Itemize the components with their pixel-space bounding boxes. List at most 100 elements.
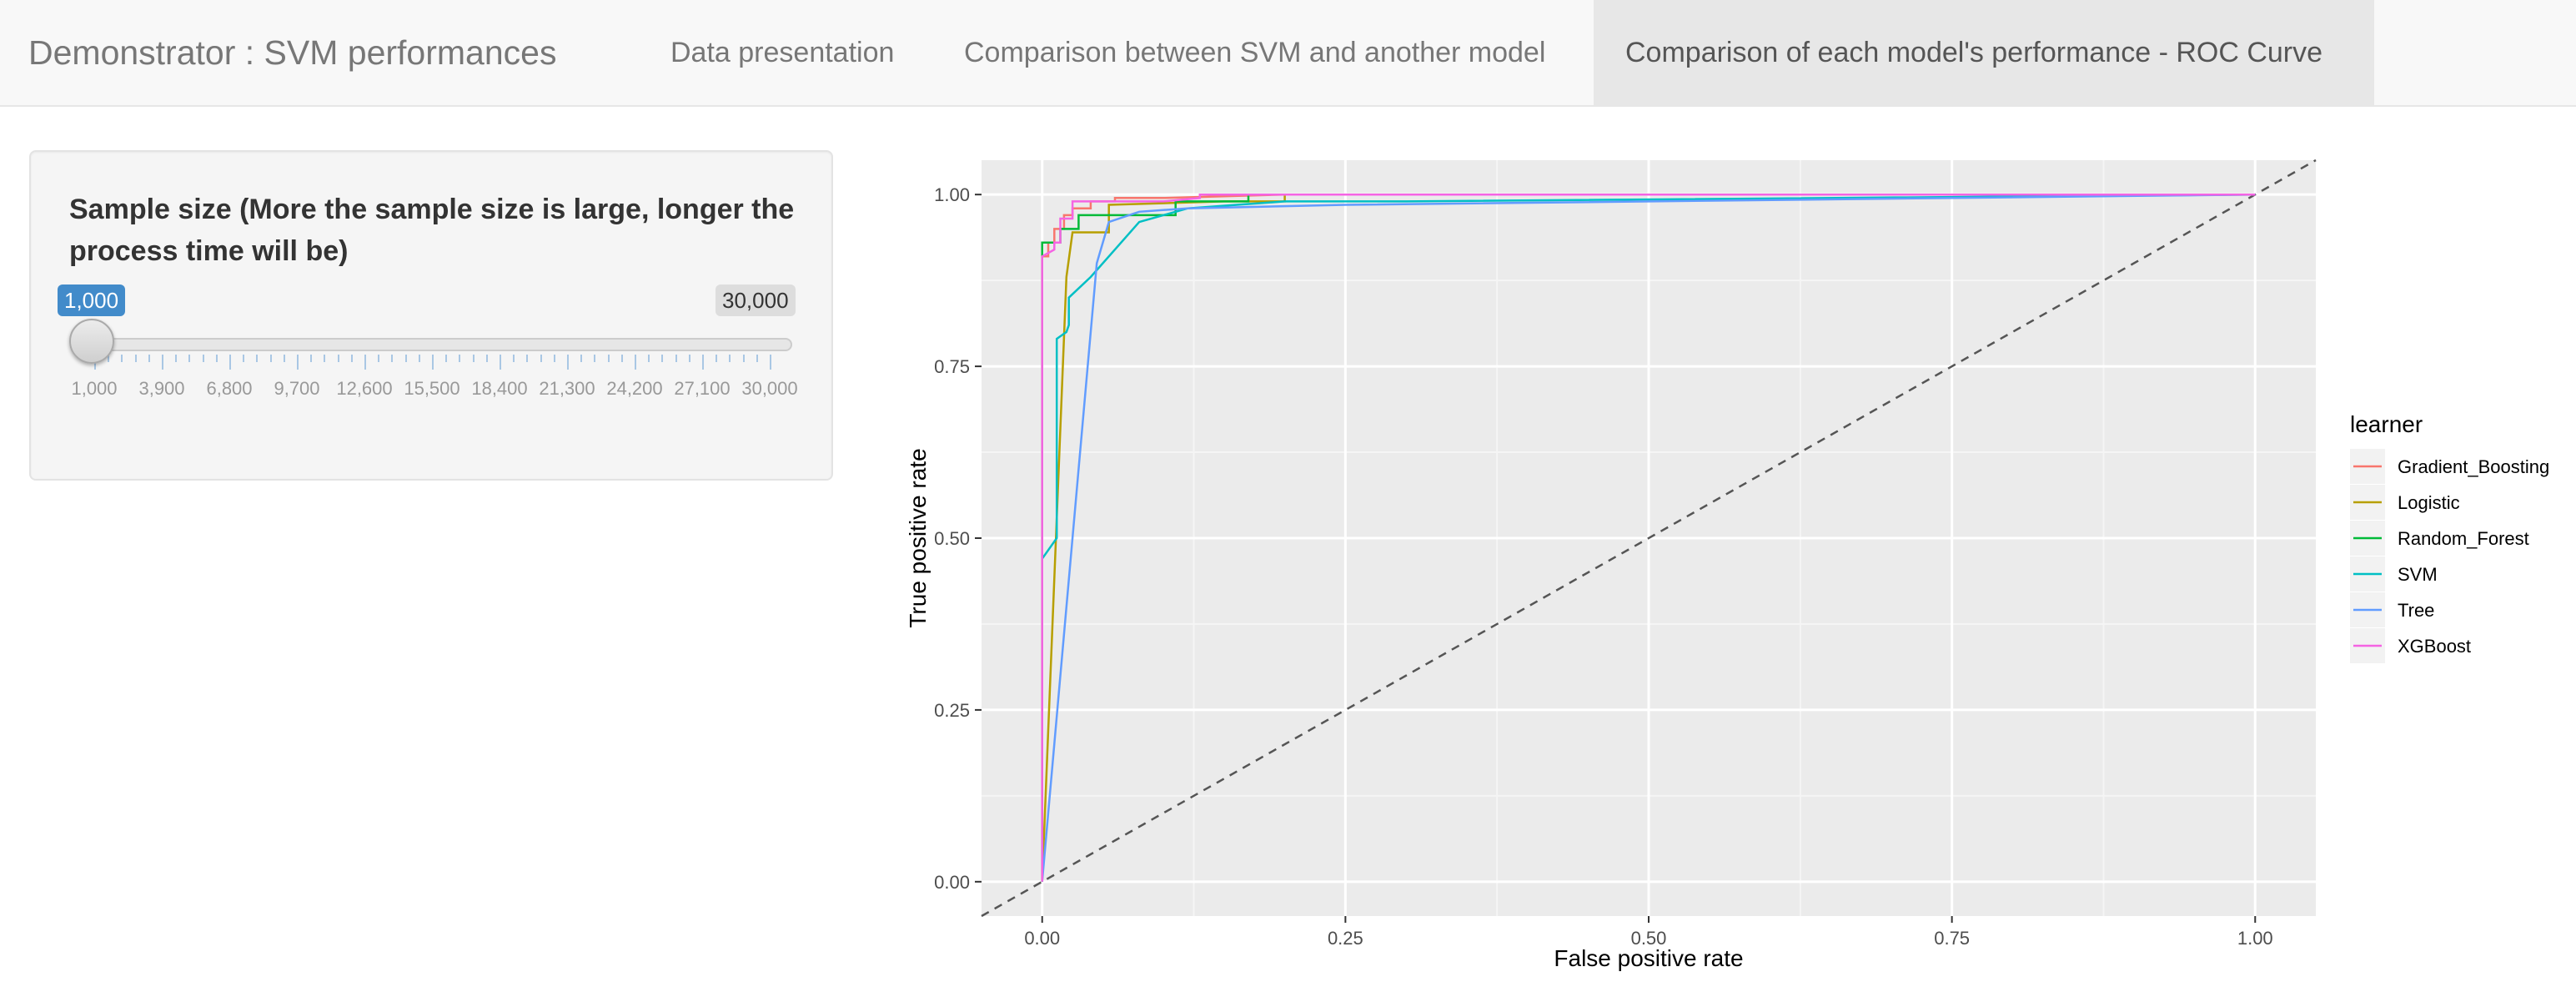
x-tick-label: 0.75 — [1934, 928, 1970, 949]
slider-minor-tick — [283, 355, 285, 362]
slider-tick-label: 27,100 — [674, 378, 731, 399]
slider-minor-tick — [756, 355, 758, 362]
slider-minor-tick — [243, 355, 245, 362]
slider-minor-tick — [472, 355, 475, 362]
slider-minor-tick — [404, 355, 407, 362]
slider-tick-label: 6,800 — [206, 378, 253, 399]
y-tick-label: 0.25 — [934, 700, 970, 721]
slider-minor-tick — [310, 355, 313, 362]
slider-value-badge: 1,000 — [58, 285, 126, 316]
slider-tick-label: 9,700 — [274, 378, 320, 399]
slider-minor-tick — [661, 355, 664, 362]
slider-minor-tick — [513, 355, 515, 362]
slider-minor-tick — [742, 355, 745, 362]
x-axis-title: False positive rate — [1554, 945, 1743, 971]
x-tick-label: 0.00 — [1024, 928, 1060, 949]
slider-major-tick — [297, 355, 299, 370]
slider-major-tick — [702, 355, 704, 370]
y-tick-label: 1.00 — [934, 184, 970, 205]
roc-line-logistic — [1041, 193, 2256, 882]
plot-panel — [982, 160, 2316, 916]
legend-key — [2350, 592, 2385, 627]
legend-title: learner — [2350, 411, 2423, 437]
roc-line-xgboost — [1041, 193, 2256, 882]
slider-minor-tick — [391, 355, 394, 362]
slider-major-tick — [567, 355, 569, 370]
slider-minor-tick — [648, 355, 650, 362]
slider-major-tick — [432, 355, 434, 370]
roc-line-random-forest — [1041, 193, 2256, 882]
legend-label: Gradient_Boosting — [2398, 456, 2549, 477]
slider-handle[interactable] — [69, 319, 114, 364]
navbar: Demonstrator : SVM performances Data pre… — [0, 0, 2576, 107]
x-tick-label: 0.25 — [1328, 928, 1363, 949]
roc-line-gradient-boosting — [1041, 193, 2256, 882]
slider-minor-tick — [175, 355, 178, 362]
slider-minor-tick — [459, 355, 461, 362]
slider-minor-tick — [485, 355, 488, 362]
y-tick-label: 0.50 — [934, 528, 970, 549]
slider-tick-label: 1,000 — [71, 378, 118, 399]
x-tick-label: 1.00 — [2237, 928, 2273, 949]
slider-minor-tick — [620, 355, 623, 362]
slider-tick-label: 24,200 — [606, 378, 663, 399]
slider-minor-tick — [202, 355, 204, 362]
slider-major-tick — [162, 355, 163, 370]
slider-track[interactable] — [83, 338, 792, 351]
slider-tick-label: 21,300 — [539, 378, 595, 399]
tab-data-presentation[interactable]: Data presentation — [670, 37, 895, 68]
app-title: Demonstrator : SVM performances — [28, 33, 557, 72]
slider-major-tick — [500, 355, 501, 370]
legend-key — [2350, 556, 2385, 592]
slider-minor-tick — [526, 355, 529, 362]
slider-minor-tick — [188, 355, 191, 362]
y-tick-label: 0.75 — [934, 356, 970, 377]
slider-minor-tick — [688, 355, 690, 362]
slider-tick-label: 3,900 — [138, 378, 185, 399]
slider-major-tick — [364, 355, 366, 370]
legend-label: Tree — [2398, 600, 2434, 621]
slider-minor-tick — [324, 355, 326, 362]
slider-major-tick — [229, 355, 231, 370]
legend-key — [2350, 628, 2385, 663]
slider-label: Sample size (More the sample size is lar… — [69, 194, 795, 267]
slider-minor-tick — [134, 355, 137, 362]
slider-minor-tick — [337, 355, 339, 362]
legend-label: Random_Forest — [2398, 528, 2529, 549]
legend-label: Logistic — [2398, 492, 2460, 513]
slider-minor-tick — [729, 355, 731, 362]
slider-minor-tick — [580, 355, 583, 362]
slider-major-tick — [770, 355, 771, 370]
y-axis-title: True positive rate — [905, 448, 931, 627]
x-tick-label: 0.50 — [1631, 928, 1667, 949]
legend-key — [2350, 485, 2385, 520]
slider-minor-tick — [108, 355, 110, 362]
slider-minor-tick — [607, 355, 610, 362]
slider-tick-label: 15,500 — [404, 378, 460, 399]
slider-minor-tick — [553, 355, 555, 362]
slider-tick-label: 30,000 — [741, 378, 798, 399]
slider-minor-tick — [594, 355, 596, 362]
slider-minor-tick — [121, 355, 123, 362]
roc-line-tree — [1041, 193, 2256, 882]
slider-minor-tick — [675, 355, 677, 362]
diagonal-reference-line — [981, 159, 2317, 918]
tab-svm-comparison[interactable]: Comparison between SVM and another model — [964, 37, 1546, 68]
slider-minor-tick — [540, 355, 542, 362]
slider-minor-tick — [269, 355, 272, 362]
slider-tick-label: 12,600 — [336, 378, 393, 399]
slider-minor-tick — [350, 355, 353, 362]
y-tick-label: 0.00 — [934, 872, 970, 893]
tab-roc-curve[interactable]: Comparison of each model's performance -… — [1594, 0, 2374, 105]
slider-minor-tick — [378, 355, 380, 362]
slider-minor-tick — [716, 355, 718, 362]
slider-tick-label: 18,400 — [471, 378, 528, 399]
slider-minor-tick — [418, 355, 420, 362]
legend-label: XGBoost — [2398, 636, 2471, 657]
sidebar-panel — [29, 150, 833, 481]
slider-minor-tick — [445, 355, 448, 362]
slider-major-tick — [635, 355, 636, 370]
slider-minor-tick — [215, 355, 218, 362]
slider-minor-tick — [256, 355, 259, 362]
